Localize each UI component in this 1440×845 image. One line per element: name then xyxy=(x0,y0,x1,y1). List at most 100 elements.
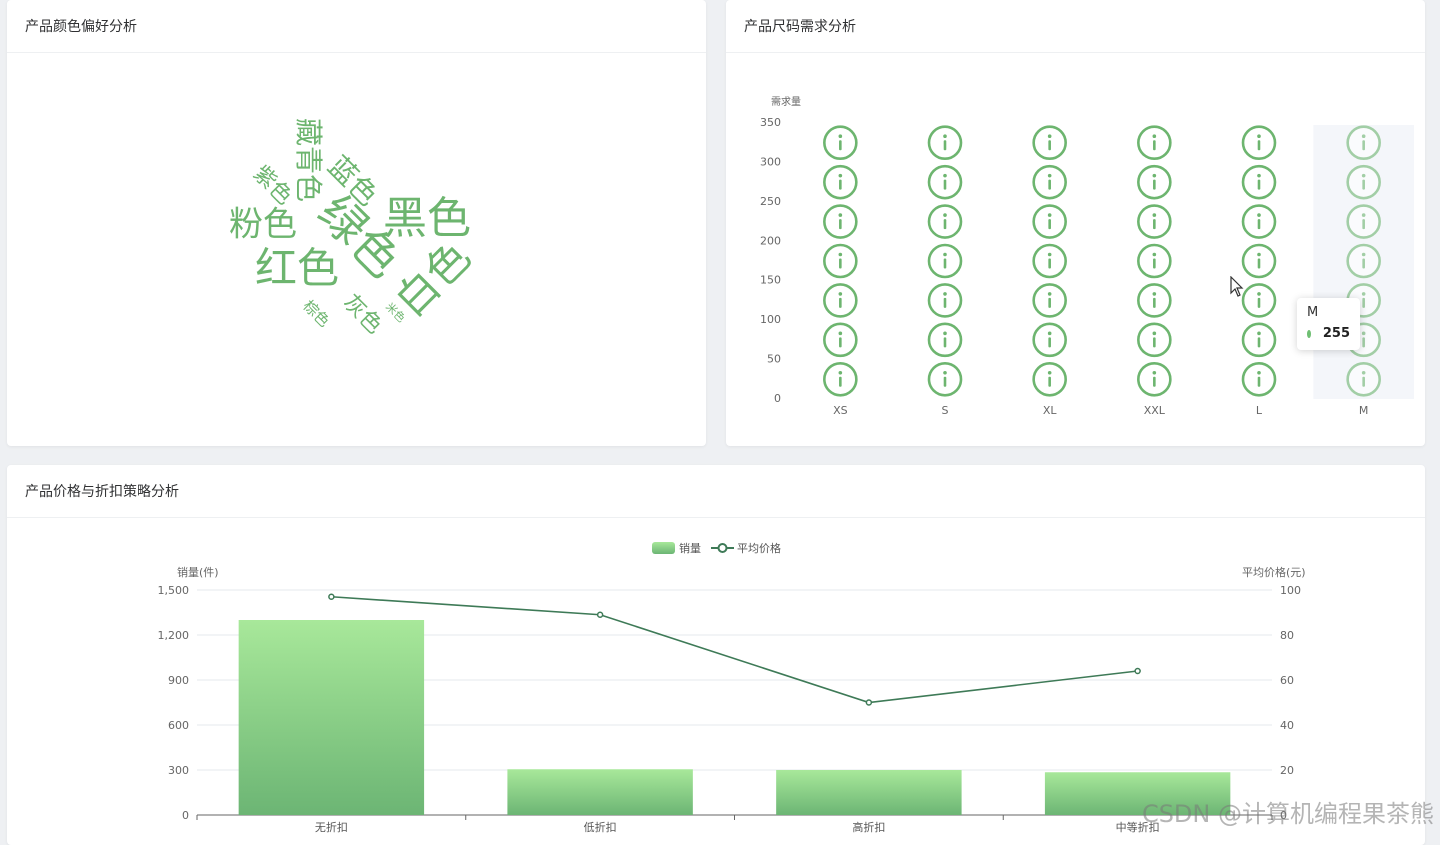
word-1: 黑色 xyxy=(383,193,471,244)
info-icon xyxy=(1137,164,1172,200)
info-icon xyxy=(927,283,963,318)
info-icon xyxy=(927,125,963,161)
line-point-0 xyxy=(328,593,335,600)
info-icon xyxy=(1346,243,1381,279)
info-icon xyxy=(927,322,963,358)
word-3: 红色 xyxy=(255,244,339,293)
tooltip-label: M xyxy=(1307,305,1319,320)
x-label-0: 无折扣 xyxy=(315,820,348,834)
info-icon xyxy=(927,243,963,279)
info-icon xyxy=(1241,361,1277,397)
info-icon xyxy=(927,204,963,239)
line-point-1 xyxy=(596,611,604,618)
tooltip-series-dot xyxy=(1307,329,1311,338)
size-y-tick-1: 50 xyxy=(767,353,781,366)
left-tick-5: 1,500 xyxy=(158,584,190,597)
left-tick-4: 1,200 xyxy=(158,629,190,642)
info-icon xyxy=(1137,204,1172,239)
legend-avg-price: 平均价格 xyxy=(737,541,781,555)
info-icon xyxy=(1137,283,1172,318)
left-tick-1: 300 xyxy=(168,764,189,777)
info-icon xyxy=(927,164,963,200)
info-icon xyxy=(1032,204,1067,239)
size-column-XS xyxy=(823,125,858,397)
size-y-tick-4: 200 xyxy=(760,234,781,247)
info-icon xyxy=(1241,125,1277,161)
watermark: CSDN @计算机编程果茶熊 xyxy=(1141,800,1434,828)
info-icon xyxy=(1032,283,1067,318)
size-y-tick-3: 150 xyxy=(760,274,781,287)
size-y-tick-6: 300 xyxy=(760,155,781,168)
right-tick-5: 100 xyxy=(1280,584,1301,597)
info-icon xyxy=(823,243,858,279)
size-chart-tooltip: M 255 xyxy=(1297,298,1360,350)
right-tick-1: 20 xyxy=(1280,764,1294,777)
info-icon xyxy=(1346,125,1381,161)
avg-price-line xyxy=(331,595,1138,704)
info-icon xyxy=(1241,243,1277,279)
size-card-title: 产品尺码需求分析 xyxy=(726,0,1425,53)
right-tick-3: 60 xyxy=(1280,674,1294,687)
info-icon xyxy=(823,361,858,397)
info-icon xyxy=(1137,322,1172,358)
info-icon xyxy=(1032,322,1067,358)
size-y-tick-5: 250 xyxy=(760,195,781,208)
legend-bar-swatch xyxy=(652,542,675,554)
size-y-tick-0: 0 xyxy=(774,392,781,405)
legend-sales: 销量 xyxy=(679,541,701,555)
price-card-title: 产品价格与折扣策略分析 xyxy=(7,465,1425,518)
left-axis-title: 销量(件) xyxy=(177,565,219,579)
info-icon xyxy=(823,283,858,318)
size-x-label-L: L xyxy=(1256,404,1263,417)
x-label-1: 低折扣 xyxy=(584,820,617,834)
size-y-axis-title: 需求量 xyxy=(771,96,801,108)
left-tick-0: 0 xyxy=(182,809,189,822)
bar-0 xyxy=(238,620,425,815)
word-8: 灰色 xyxy=(338,290,387,339)
color-preference-card: 产品颜色偏好分析 绿色 黑色 白色 红色 粉色 藏青色 蓝色 紫色 灰色 棕色 米色 xyxy=(7,0,706,446)
size-column-XL xyxy=(1032,125,1067,397)
line-point-2 xyxy=(865,699,873,706)
info-icon xyxy=(1241,322,1277,358)
size-x-label-M: M xyxy=(1359,404,1369,417)
price-discount-card: 产品价格与折扣策略分析 销量 平均价格 销量(件) 平均价格(元) 0 300 600 900… xyxy=(7,465,1425,845)
info-icon xyxy=(1032,243,1067,279)
mouse-cursor-icon xyxy=(1230,276,1244,297)
info-icon xyxy=(1137,125,1172,161)
info-icon xyxy=(1346,164,1381,200)
info-icon xyxy=(1137,243,1172,279)
size-x-label-XL: XL xyxy=(1043,404,1058,417)
bar-1 xyxy=(507,769,693,815)
size-column-XXL xyxy=(1137,125,1172,397)
line-point-3 xyxy=(1134,667,1141,675)
size-y-tick-7: 350 xyxy=(760,116,781,129)
right-tick-0: 0 xyxy=(1280,809,1287,822)
info-icon xyxy=(823,322,858,358)
tooltip-value: 255 xyxy=(1322,326,1350,341)
size-column-S xyxy=(927,125,963,397)
word-5: 藏青色 xyxy=(292,118,325,202)
left-tick-3: 900 xyxy=(168,674,189,687)
info-icon xyxy=(1346,204,1381,239)
size-pictorial-chart: 需求量 0 50 100 150 200 250 300 350 XS S XL XXL L M xyxy=(760,96,1414,417)
right-tick-2: 40 xyxy=(1280,719,1294,732)
color-card-title: 产品颜色偏好分析 xyxy=(7,0,706,53)
info-icon xyxy=(1032,164,1067,200)
word-9: 棕色 xyxy=(299,297,333,331)
legend-line-marker xyxy=(717,543,728,553)
right-tick-4: 80 xyxy=(1280,629,1294,642)
info-icon xyxy=(1241,164,1277,200)
info-icon xyxy=(1032,125,1067,161)
price-legend: 销量 平均价格 xyxy=(652,541,781,555)
x-label-3: 中等折扣 xyxy=(1116,820,1160,834)
size-x-label-XS: XS xyxy=(833,404,848,417)
size-column-L xyxy=(1241,125,1277,397)
info-icon xyxy=(1346,361,1381,397)
size-y-tick-2: 100 xyxy=(760,313,781,326)
word-7: 紫色 xyxy=(248,161,297,210)
info-icon xyxy=(927,361,963,397)
size-x-label-XXL: XXL xyxy=(1144,404,1166,417)
size-x-label-S: S xyxy=(942,404,949,417)
